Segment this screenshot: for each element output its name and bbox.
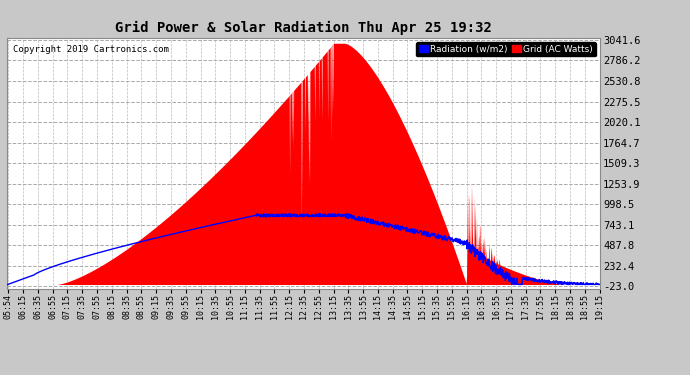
Title: Grid Power & Solar Radiation Thu Apr 25 19:32: Grid Power & Solar Radiation Thu Apr 25 … — [115, 21, 492, 35]
Text: Copyright 2019 Cartronics.com: Copyright 2019 Cartronics.com — [13, 45, 169, 54]
Legend: Radiation (w/m2), Grid (AC Watts): Radiation (w/m2), Grid (AC Watts) — [416, 42, 595, 56]
